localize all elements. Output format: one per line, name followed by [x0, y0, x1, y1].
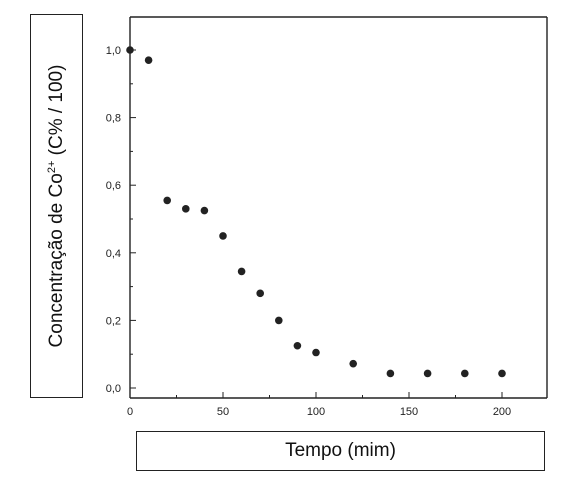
y-tick-label: 0,6: [106, 180, 121, 192]
x-tick-label: 50: [217, 406, 229, 418]
x-tick-label: 0: [127, 406, 133, 418]
y-tick-label: 0,2: [106, 315, 121, 327]
x-tick-label: 150: [400, 406, 418, 418]
data-point: [498, 369, 506, 378]
y-tick-label: 0,8: [106, 113, 121, 125]
data-point: [182, 205, 190, 213]
y-tick-label: 0,4: [106, 248, 121, 260]
y-tick-label: 0,0: [106, 383, 121, 395]
y-axis-label-unit: (C% / 100): [45, 64, 67, 161]
data-point: [461, 369, 469, 378]
x-axis-label-box: Tempo (mim): [136, 431, 545, 471]
data-point: [423, 369, 432, 378]
data-point: [237, 267, 246, 276]
data-point: [349, 359, 358, 368]
x-tick-label: 100: [307, 406, 325, 418]
data-point: [200, 206, 209, 215]
y-axis-label-superscript: 2+: [45, 160, 58, 174]
data-point: [126, 46, 134, 54]
y-axis-label-box: Concentração de Co2+ (C% / 100): [30, 14, 83, 398]
x-tick-label: 200: [493, 406, 511, 418]
y-axis-label-main: Concentração de Co: [45, 173, 67, 348]
data-point: [293, 341, 302, 350]
data-point: [256, 289, 265, 298]
data-point: [144, 56, 153, 64]
y-axis-label: Concentração de Co2+ (C% / 100): [45, 65, 67, 348]
data-point: [386, 369, 395, 378]
data-point: [312, 348, 320, 357]
data-point: [163, 196, 171, 205]
x-axis-label: Tempo (mim): [285, 440, 396, 461]
data-point: [275, 316, 283, 325]
y-tick-label: 1,0: [106, 45, 121, 57]
data-point: [219, 232, 227, 240]
